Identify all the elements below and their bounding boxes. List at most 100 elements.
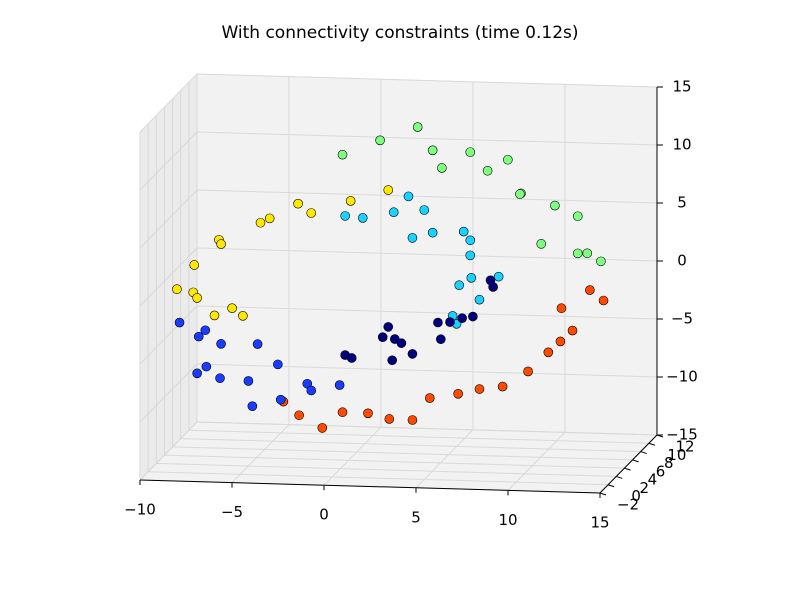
point bbox=[247, 401, 258, 412]
point bbox=[458, 226, 469, 237]
z-tick-label: −10 bbox=[666, 368, 698, 386]
point bbox=[424, 393, 435, 403]
point bbox=[556, 303, 567, 314]
y-tick bbox=[648, 442, 656, 446]
point bbox=[255, 217, 266, 228]
point bbox=[567, 325, 578, 336]
grid-line bbox=[139, 363, 198, 423]
point bbox=[192, 293, 202, 303]
point bbox=[216, 239, 226, 249]
grid-line bbox=[139, 421, 198, 481]
point bbox=[209, 310, 220, 321]
point bbox=[437, 163, 447, 173]
point bbox=[384, 414, 395, 424]
point bbox=[412, 122, 423, 132]
point bbox=[503, 154, 513, 165]
x-tick-label: 5 bbox=[411, 508, 421, 526]
grid-line bbox=[139, 73, 198, 133]
x-tick-label: 10 bbox=[498, 511, 517, 529]
point bbox=[536, 239, 547, 249]
point bbox=[388, 207, 399, 218]
point bbox=[317, 423, 328, 433]
grid-line bbox=[156, 462, 617, 477]
point bbox=[238, 311, 248, 321]
point bbox=[383, 185, 394, 195]
y-tick bbox=[632, 459, 639, 463]
y-tick-label: 8 bbox=[664, 454, 674, 472]
point bbox=[482, 165, 493, 176]
y-tick-label: 10 bbox=[667, 446, 686, 464]
point bbox=[598, 295, 609, 306]
point bbox=[216, 339, 226, 349]
point bbox=[550, 200, 560, 211]
point bbox=[264, 213, 275, 224]
point bbox=[306, 208, 317, 218]
y-tick bbox=[599, 492, 607, 496]
point bbox=[515, 189, 525, 199]
point bbox=[275, 394, 286, 405]
point bbox=[454, 280, 465, 291]
point bbox=[407, 415, 418, 425]
y-tick bbox=[624, 467, 631, 471]
x-tick-label: 0 bbox=[319, 506, 329, 524]
point bbox=[294, 410, 304, 421]
grid-line bbox=[188, 429, 649, 444]
y-tick-label: 0 bbox=[631, 487, 641, 505]
point bbox=[215, 373, 225, 384]
grid-line bbox=[196, 73, 658, 88]
point bbox=[243, 376, 254, 386]
point bbox=[201, 361, 212, 372]
point bbox=[337, 149, 348, 160]
grid-line bbox=[323, 426, 382, 486]
point bbox=[543, 347, 554, 358]
point bbox=[407, 349, 418, 359]
point bbox=[334, 380, 345, 390]
point bbox=[436, 334, 446, 345]
grid-line bbox=[231, 424, 290, 483]
point bbox=[468, 311, 478, 322]
z-tick-label: −15 bbox=[666, 426, 698, 444]
point bbox=[192, 368, 202, 379]
point bbox=[252, 339, 263, 349]
grid-line bbox=[139, 247, 198, 307]
point bbox=[485, 275, 496, 286]
point bbox=[407, 233, 418, 243]
z-tick-label: 5 bbox=[677, 194, 687, 212]
point bbox=[466, 273, 477, 283]
x-axis bbox=[139, 479, 601, 494]
x-tick-label: −5 bbox=[221, 503, 243, 521]
grid-line bbox=[180, 438, 641, 453]
grid-line bbox=[507, 432, 566, 491]
point bbox=[174, 317, 185, 328]
point bbox=[375, 135, 385, 146]
point bbox=[427, 145, 438, 156]
y-tick-label: 6 bbox=[656, 462, 666, 480]
point bbox=[396, 338, 407, 348]
point bbox=[419, 205, 430, 215]
grid-line bbox=[196, 247, 658, 262]
point bbox=[474, 384, 485, 394]
point bbox=[596, 256, 606, 267]
z-tick-label: 15 bbox=[672, 78, 691, 96]
y-tick-label: 4 bbox=[648, 471, 658, 489]
point bbox=[474, 294, 485, 305]
point bbox=[273, 359, 283, 370]
grid-line bbox=[139, 189, 198, 249]
z-tick-label: 10 bbox=[672, 136, 691, 154]
point bbox=[346, 353, 357, 363]
grid-line bbox=[139, 305, 198, 365]
grid-line bbox=[148, 471, 609, 486]
x-tick-label: −10 bbox=[124, 501, 156, 519]
point bbox=[585, 285, 595, 295]
point bbox=[465, 235, 476, 246]
point bbox=[345, 196, 356, 206]
point bbox=[465, 147, 476, 157]
point bbox=[497, 381, 508, 392]
point bbox=[403, 191, 414, 202]
point bbox=[523, 366, 533, 377]
y-tick-label: 2 bbox=[640, 479, 650, 497]
point bbox=[200, 325, 211, 336]
grid-line bbox=[196, 305, 658, 320]
y-tick bbox=[640, 451, 647, 455]
